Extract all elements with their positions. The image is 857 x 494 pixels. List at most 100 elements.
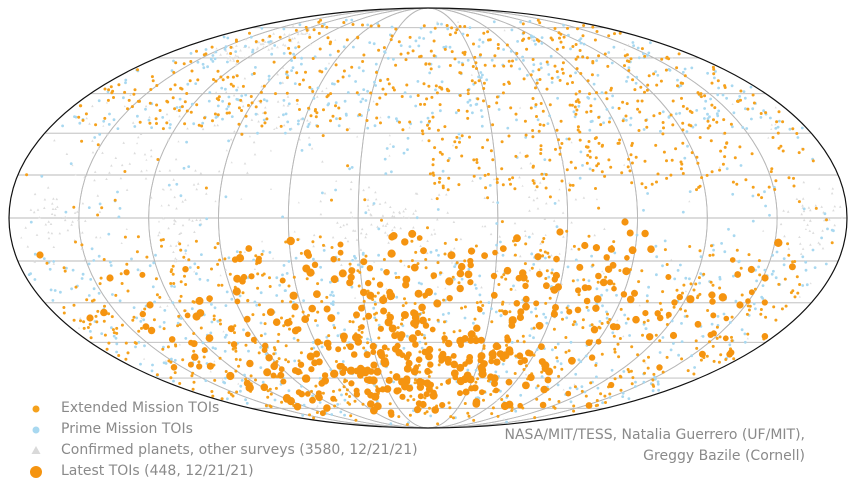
extended-toi-point xyxy=(212,78,215,81)
extended-toi-point xyxy=(443,47,447,51)
extended-toi-point xyxy=(219,75,223,79)
latest-toi-point xyxy=(403,364,412,373)
extended-toi-point xyxy=(405,83,409,87)
extended-toi-point xyxy=(676,84,679,88)
extended-toi-point xyxy=(660,57,664,61)
confirmed-planet-point xyxy=(181,200,184,203)
confirmed-planet-point xyxy=(219,274,222,277)
prime-toi-point xyxy=(535,386,538,390)
confirmed-planet-point xyxy=(562,160,565,163)
extended-toi-point xyxy=(238,250,242,254)
confirmed-planet-point xyxy=(782,209,785,212)
latest-toi-point xyxy=(423,391,430,398)
latest-toi-point xyxy=(388,233,396,241)
confirmed-planet-point xyxy=(150,155,153,158)
extended-toi-point xyxy=(166,345,170,349)
extended-toi-point xyxy=(659,79,663,83)
extended-toi-point xyxy=(452,416,455,420)
prime-toi-point xyxy=(732,111,736,115)
extended-toi-point xyxy=(216,242,220,245)
prime-toi-point xyxy=(723,250,727,254)
grid-meridian xyxy=(78,8,778,428)
latest-toi-point xyxy=(325,344,332,351)
confirmed-planet-point xyxy=(288,36,291,39)
confirmed-planet-point xyxy=(355,238,359,241)
extended-toi-point xyxy=(772,305,776,309)
prime-toi-point xyxy=(519,20,522,24)
confirmed-planet-point xyxy=(234,54,238,57)
prime-toi-point xyxy=(573,115,577,119)
prime-toi-point xyxy=(90,247,94,251)
confirmed-planet-point xyxy=(165,112,169,116)
prime-toi-point xyxy=(366,23,370,27)
extended-toi-point xyxy=(416,262,420,266)
extended-toi-point xyxy=(571,45,575,48)
prime-toi-point xyxy=(311,341,315,344)
prime-toi-point xyxy=(367,108,370,112)
extended-toi-point xyxy=(576,128,580,132)
extended-toi-point xyxy=(764,111,768,115)
latest-toi-point xyxy=(457,262,466,271)
prime-toi-point xyxy=(175,182,179,186)
prime-toi-point xyxy=(242,328,245,332)
prime-toi-point xyxy=(782,263,786,267)
prime-toi-point xyxy=(70,287,73,291)
prime-toi-point xyxy=(236,98,240,102)
extended-toi-point xyxy=(386,77,390,81)
extended-toi-point xyxy=(187,258,191,262)
image-credit: NASA/MIT/TESS, Natalia Guerrero (UF/MIT)… xyxy=(505,425,806,467)
prime-toi-point xyxy=(115,350,118,354)
extended-toi-point xyxy=(472,42,475,46)
latest-toi-point xyxy=(337,249,344,256)
extended-toi-point xyxy=(210,267,213,271)
latest-toi-point xyxy=(339,369,347,377)
prime-toi-point xyxy=(352,45,355,49)
confirmed-planet-point xyxy=(234,63,238,67)
confirmed-planet-point xyxy=(268,41,272,45)
extended-toi-point xyxy=(476,377,480,381)
prime-toi-point xyxy=(300,149,304,152)
prime-toi-point xyxy=(168,126,172,130)
latest-toi-point xyxy=(330,395,337,402)
extended-toi-point xyxy=(448,64,452,67)
confirmed-planet-point xyxy=(366,204,370,207)
extended-toi-point xyxy=(697,185,701,189)
latest-toi-point xyxy=(467,257,474,265)
confirmed-planet-point xyxy=(374,198,378,201)
extended-toi-point xyxy=(195,49,198,53)
prime-toi-point xyxy=(392,380,395,384)
latest-toi-point xyxy=(243,379,251,387)
prime-toi-point xyxy=(505,420,508,424)
confirmed-planet-point xyxy=(319,212,323,216)
latest-toi-point xyxy=(465,357,473,365)
confirmed-planet-point xyxy=(459,237,463,241)
extended-toi-point xyxy=(211,394,215,398)
extended-toi-point xyxy=(618,138,622,142)
extended-toi-point xyxy=(560,367,564,371)
extended-toi-point xyxy=(646,319,650,323)
prime-toi-point xyxy=(559,362,563,366)
latest-toi-point xyxy=(622,267,631,276)
extended-toi-point xyxy=(474,61,478,65)
extended-toi-point xyxy=(288,51,292,55)
prime-toi-point xyxy=(214,347,217,350)
extended-toi-point xyxy=(443,252,447,256)
prime-toi-point xyxy=(136,114,139,118)
extended-toi-point xyxy=(386,347,390,351)
prime-toi-point xyxy=(108,260,112,264)
extended-toi-point xyxy=(169,360,173,364)
extended-toi-point xyxy=(276,339,280,343)
prime-toi-point xyxy=(527,235,531,239)
extended-toi-point xyxy=(514,112,518,116)
confirmed-planet-point xyxy=(168,297,171,300)
prime-toi-point xyxy=(560,311,563,314)
confirmed-planet-point xyxy=(84,219,87,222)
prime-toi-point xyxy=(376,22,379,26)
extended-toi-point xyxy=(451,275,455,279)
extended-toi-point xyxy=(436,128,440,132)
latest-toi-point xyxy=(297,361,305,368)
extended-toi-point xyxy=(567,188,571,192)
extended-toi-point xyxy=(501,300,505,304)
extended-toi-point xyxy=(495,95,499,99)
confirmed-planet-point xyxy=(174,244,178,247)
